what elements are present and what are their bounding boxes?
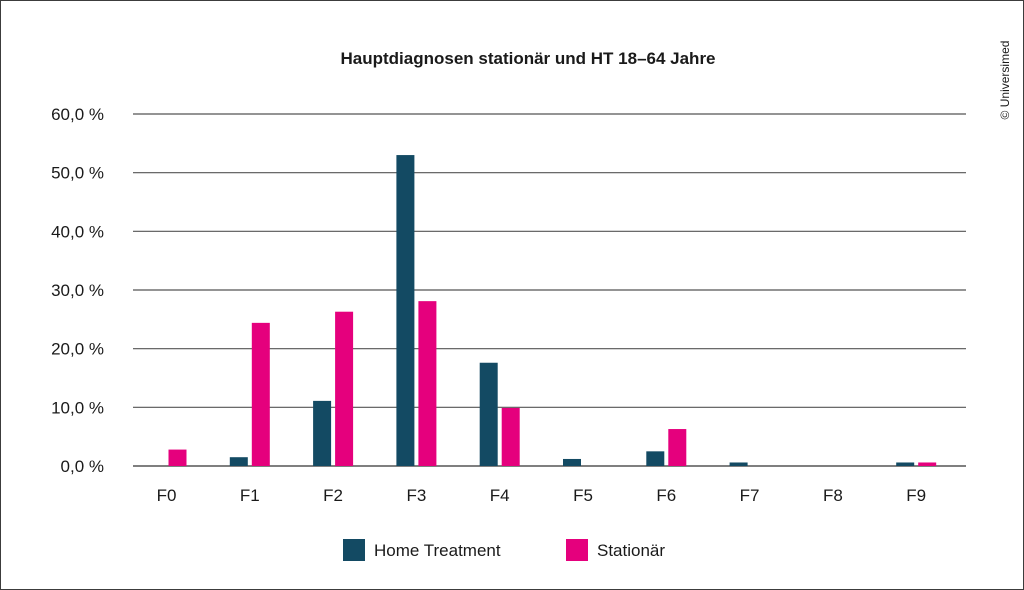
x-tick-label: F0 bbox=[157, 486, 177, 505]
bar-home-treatment-f9 bbox=[896, 462, 915, 466]
legend-swatch bbox=[343, 539, 365, 561]
gridlines bbox=[133, 113, 966, 467]
x-tick-label: F5 bbox=[573, 486, 593, 505]
bar-stationaer-f6 bbox=[668, 429, 687, 466]
x-tick-label: F8 bbox=[823, 486, 843, 505]
x-tick-label: F3 bbox=[406, 486, 426, 505]
x-tick-label: F7 bbox=[740, 486, 760, 505]
y-tick-label: 40,0 % bbox=[51, 222, 104, 241]
legend-label: Stationär bbox=[597, 541, 665, 560]
legend-swatch bbox=[566, 539, 588, 561]
bar-home-treatment-f4 bbox=[479, 362, 498, 466]
y-tick-label: 60,0 % bbox=[51, 105, 104, 124]
x-tick-label: F2 bbox=[323, 486, 343, 505]
legend: Home Treatment Stationär bbox=[343, 539, 665, 561]
x-axis-ticks: F0 F1 F2 F3 F4 F5 F6 F7 F8 F9 bbox=[157, 486, 927, 505]
bar-stationaer-f2 bbox=[335, 311, 354, 466]
bar-home-treatment-f1 bbox=[229, 457, 248, 466]
bar-home-treatment-f7 bbox=[729, 462, 748, 466]
y-tick-label: 0,0 % bbox=[61, 457, 104, 476]
y-tick-label: 30,0 % bbox=[51, 281, 104, 300]
bar-stationaer-f3 bbox=[418, 301, 437, 466]
bar-stationaer-f4 bbox=[501, 407, 520, 466]
legend-label: Home Treatment bbox=[374, 541, 501, 560]
bar-home-treatment-f3 bbox=[396, 155, 415, 467]
bar-stationaer-f0 bbox=[168, 449, 187, 466]
copyright-label: © Universimed bbox=[998, 41, 1012, 120]
x-tick-label: F1 bbox=[240, 486, 260, 505]
x-tick-label: F6 bbox=[656, 486, 676, 505]
bar-stationaer-f9 bbox=[918, 462, 937, 466]
y-tick-label: 50,0 % bbox=[51, 164, 104, 183]
chart-title: Hauptdiagnosen stationär und HT 18–64 Ja… bbox=[340, 49, 715, 68]
y-tick-label: 20,0 % bbox=[51, 340, 104, 359]
bar-home-treatment-f6 bbox=[646, 451, 665, 466]
x-tick-label: F9 bbox=[906, 486, 926, 505]
bar-stationaer-f1 bbox=[251, 322, 270, 466]
bar-home-treatment-f5 bbox=[563, 458, 581, 466]
y-axis-ticks: 0,0 % 10,0 % 20,0 % 30,0 % 40,0 % 50,0 % 60,0 … bbox=[51, 105, 104, 476]
y-tick-label: 10,0 % bbox=[51, 398, 104, 417]
bars bbox=[168, 155, 937, 467]
x-tick-label: F4 bbox=[490, 486, 510, 505]
bar-home-treatment-f2 bbox=[313, 400, 332, 466]
